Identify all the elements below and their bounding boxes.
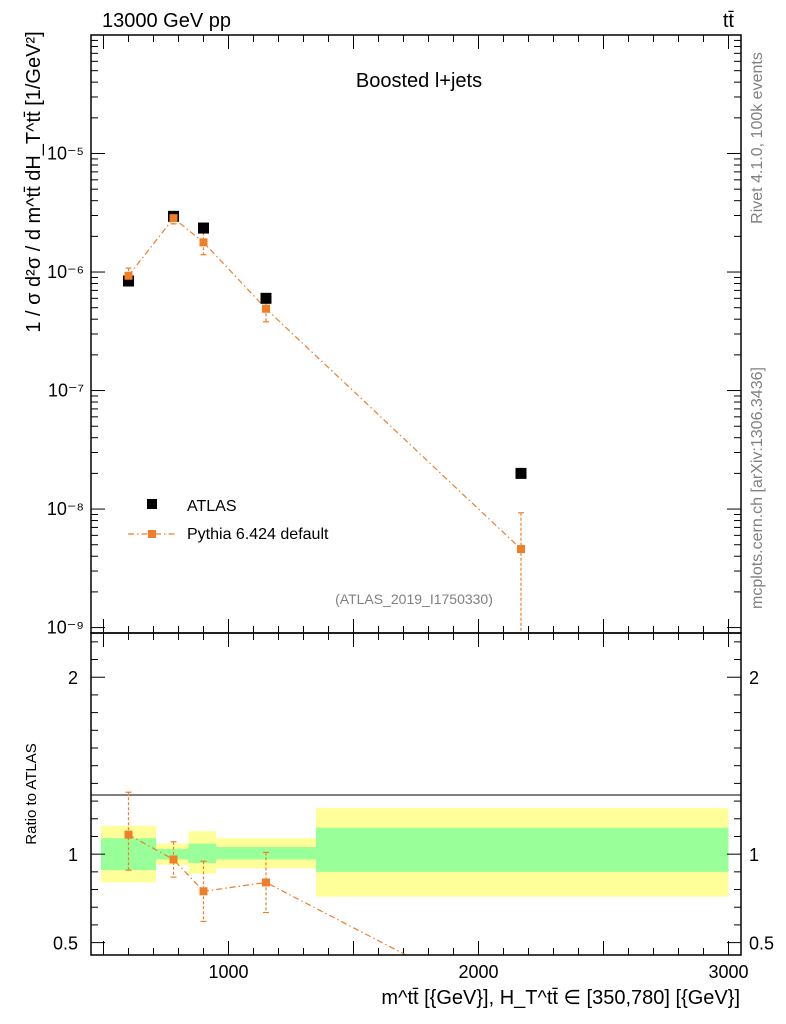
main-y-tick-label: 10⁻⁷: [48, 381, 84, 401]
energy-label: 13000 GeV pp: [102, 10, 231, 32]
analysis-watermark: (ATLAS_2019_I1750330): [335, 591, 493, 607]
atlas-point: [123, 275, 134, 287]
atlas-point: [198, 222, 209, 234]
main-y-tick-label: 10⁻⁹: [47, 618, 84, 638]
pythia-point: [169, 214, 178, 223]
ratio-pythia-point: [262, 878, 270, 887]
main-title: Boosted l+jets: [356, 70, 482, 92]
main-panel: Boosted l+jets (ATLAS_2019_I1750330) 1 /…: [23, 31, 742, 638]
legend-atlas-marker: [147, 499, 157, 509]
x-tick-label: 1000: [208, 962, 248, 982]
legend-atlas-label: ATLAS: [187, 498, 237, 515]
x-axis-label: m^tt̄ [{GeV}], H_T^tt̄ ∈ [350,780] [{GeV…: [381, 987, 740, 1009]
ratio-y-tick-label: 0.5: [53, 934, 78, 954]
x-tick-label: 2000: [458, 962, 498, 982]
ratio-y-tick-label-right: 1: [749, 845, 759, 865]
pythia-point: [517, 545, 525, 554]
atlas-point: [260, 292, 272, 304]
ratio-y-tick-label-right: 2: [749, 668, 759, 688]
legend-pythia-label: Pythia 6.424 default: [187, 526, 329, 543]
main-frame: [90, 34, 742, 634]
rivet-label: Rivet 4.1.0, 100k events: [749, 52, 766, 224]
legend-pythia-marker: [148, 530, 156, 538]
ratio-y-tick-label-right: 0.5: [749, 934, 774, 954]
pythia-point: [262, 304, 270, 313]
legend: ATLAS Pythia 6.424 default: [128, 498, 329, 543]
ratio-pythia-point: [169, 855, 178, 864]
main-y-axis-label: 1 / σ d²σ / d m^tt̄ dH_T^tt̄ [1/GeV²]: [23, 31, 45, 332]
pythia-point: [199, 238, 208, 247]
ratio-inner-band: [316, 827, 729, 872]
ratio-y-tick-label: 2: [68, 668, 78, 688]
ratio-inner-band: [188, 843, 216, 863]
ratio-pythia-point: [199, 887, 208, 896]
ratio-y-axis-label: Ratio to ATLAS: [23, 743, 40, 844]
main-y-tick-label: 10⁻⁶: [47, 262, 84, 282]
pythia-point: [124, 271, 133, 280]
main-y-tick-label: 10⁻⁸: [47, 499, 84, 519]
main-y-tick-label: 10⁻⁵: [47, 144, 84, 164]
ratio-inner-band: [156, 848, 189, 860]
ratio-frame: [90, 632, 742, 956]
process-label: tt̄: [723, 10, 735, 32]
atlas-point: [515, 467, 527, 479]
mcplots-label: mcplots.cern.ch [arXiv:1306.3436]: [749, 367, 766, 609]
x-tick-label: 3000: [708, 962, 748, 982]
ratio-pythia-point: [124, 830, 133, 839]
ratio-y-tick-label: 1: [68, 845, 78, 865]
